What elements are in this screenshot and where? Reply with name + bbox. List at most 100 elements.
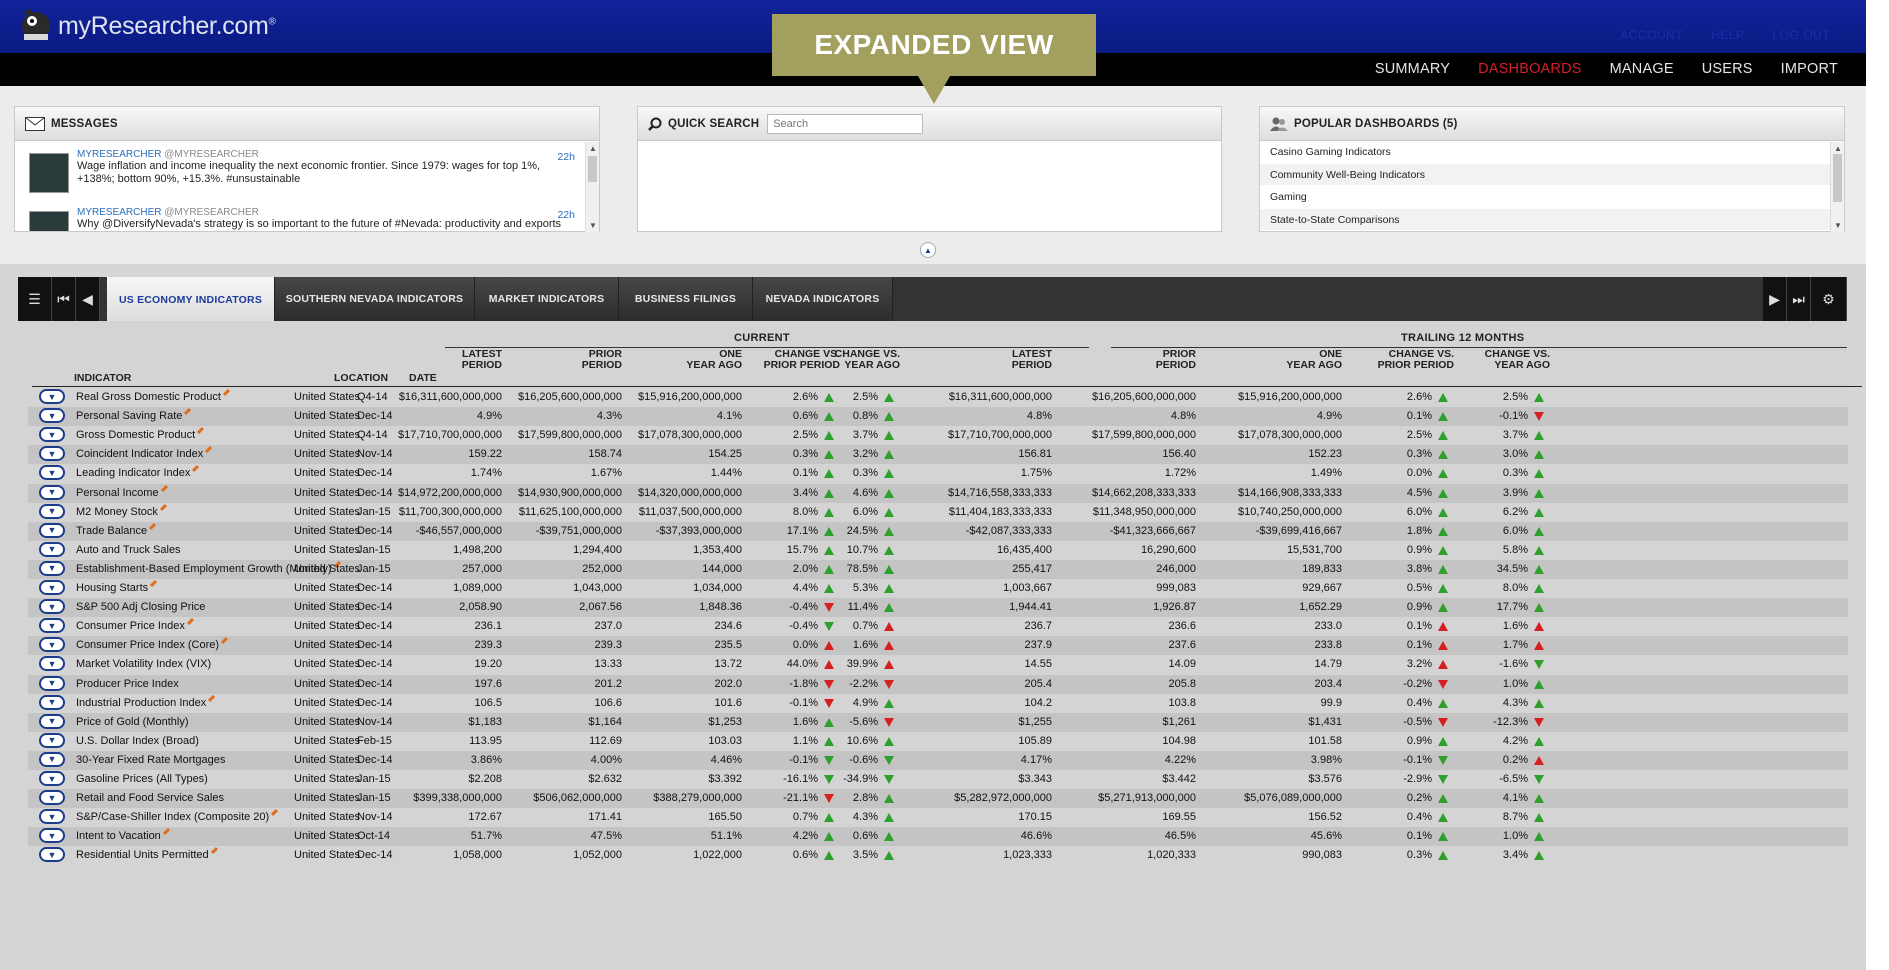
table-row[interactable]: ▼ Gasoline Prices (All Types) United State… xyxy=(28,770,1848,789)
indicator-name[interactable]: Price of Gold (Monthly) xyxy=(76,715,189,728)
row-dropdown-icon[interactable]: ▼ xyxy=(39,751,65,767)
table-row[interactable]: ▼ Coincident Indicator Index United States… xyxy=(28,445,1848,465)
scroll-up-icon[interactable]: ▲ xyxy=(1834,144,1842,153)
row-dropdown-icon[interactable]: ▼ xyxy=(39,694,65,710)
table-row[interactable]: ▼ Producer Price Index United States Dec-14… xyxy=(28,674,1848,694)
row-dropdown-icon[interactable]: ▼ xyxy=(39,580,65,595)
indicator-name[interactable]: Industrial Production Index xyxy=(76,694,216,709)
popular-scrollbar[interactable]: ▲ ▼ xyxy=(1830,142,1844,232)
indicator-name[interactable]: Housing Starts xyxy=(76,579,158,594)
row-dropdown-icon[interactable]: ▼ xyxy=(39,503,65,519)
table-row[interactable]: ▼ Residential Units Permitted United State… xyxy=(28,846,1848,865)
edit-pencil-icon[interactable] xyxy=(208,694,216,702)
message-author[interactable]: MYRESEARCHER @MYRESEARCHER xyxy=(77,149,259,160)
indicator-name[interactable]: Auto and Truck Sales xyxy=(76,543,181,556)
table-row[interactable]: ▼ Consumer Price Index (Core) United State… xyxy=(28,636,1848,656)
row-dropdown-icon[interactable]: ▼ xyxy=(39,713,65,729)
account-link[interactable]: ACCOUNT xyxy=(1620,28,1684,42)
indicator-name[interactable]: M2 Money Stock xyxy=(76,503,167,518)
indicator-name[interactable]: Intent to Vacation xyxy=(76,828,170,842)
table-row[interactable]: ▼ M2 Money Stock United States Jan-15 $11,70… xyxy=(28,503,1848,522)
row-dropdown-icon[interactable]: ▼ xyxy=(39,522,65,538)
page-scrollbar[interactable] xyxy=(1866,86,1889,970)
edit-pencil-icon[interactable] xyxy=(184,408,192,416)
table-row[interactable]: ▼ Price of Gold (Monthly) United States Nov… xyxy=(28,712,1848,732)
avatar[interactable] xyxy=(29,211,69,231)
row-dropdown-icon[interactable]: ▼ xyxy=(39,771,65,786)
messages-list[interactable]: MYRESEARCHER @MYRESEARCHER 22h Wage inflat… xyxy=(15,141,599,231)
scroll-down-icon[interactable]: ▼ xyxy=(589,221,597,230)
table-row[interactable]: ▼ Market Volatility Index (VIX) United Sta… xyxy=(28,655,1848,674)
table-row[interactable]: ▼ Industrial Production Index United State… xyxy=(28,694,1848,713)
table-row[interactable]: ▼ Trade Balance United States Dec-14 -$46,55… xyxy=(28,521,1848,541)
row-dropdown-icon[interactable]: ▼ xyxy=(39,790,65,806)
tab-market[interactable]: MARKET INDICATORS xyxy=(475,277,619,321)
table-row[interactable]: ▼ Auto and Truck Sales United States Jan-15… xyxy=(28,541,1848,560)
messages-scrollbar[interactable]: ▲ ▼ xyxy=(585,142,599,232)
row-dropdown-icon[interactable]: ▼ xyxy=(39,560,65,576)
row-dropdown-icon[interactable]: ▼ xyxy=(39,828,65,844)
search-input[interactable] xyxy=(767,113,924,134)
row-dropdown-icon[interactable]: ▼ xyxy=(39,446,65,462)
edit-pencil-icon[interactable] xyxy=(150,579,158,588)
indicator-name[interactable]: Gross Domestic Product xyxy=(76,427,205,441)
indicator-name[interactable]: Leading Indicator Index xyxy=(76,465,200,479)
edit-pencil-icon[interactable] xyxy=(160,484,168,492)
row-dropdown-icon[interactable]: ▼ xyxy=(39,427,65,443)
nav-dashboards[interactable]: DASHBOARDS xyxy=(1478,61,1582,77)
table-row[interactable]: ▼ Leading Indicator Index United States Dec… xyxy=(28,464,1848,483)
indicator-name[interactable]: Residential Units Permitted xyxy=(76,847,218,861)
indicator-name[interactable]: Establishment-Based Employment Growth (M… xyxy=(76,560,341,575)
tab-nevada[interactable]: NEVADA INDICATORS xyxy=(753,277,893,321)
tab-business-filings[interactable]: BUSINESS FILINGS xyxy=(619,277,753,321)
indicator-name[interactable]: Market Volatility Index (VIX) xyxy=(76,658,212,671)
table-row[interactable]: ▼ Real Gross Domestic Product United State… xyxy=(28,388,1848,407)
table-row[interactable]: ▼ Consumer Price Index United States Dec-14… xyxy=(28,617,1848,636)
table-row[interactable]: ▼ Personal Income United States Dec-14 $14,9… xyxy=(28,483,1848,503)
row-dropdown-icon[interactable]: ▼ xyxy=(39,809,65,825)
collapse-arrow-icon[interactable]: ▲ xyxy=(920,242,936,258)
logout-link[interactable]: LOG OUT xyxy=(1772,28,1830,42)
scroll-thumb[interactable] xyxy=(1833,154,1842,202)
list-view-icon[interactable]: ☰ xyxy=(18,277,52,321)
row-dropdown-icon[interactable]: ▼ xyxy=(39,847,65,863)
message-item[interactable]: MYRESEARCHER @MYRESEARCHER 22h Wage inflat… xyxy=(15,141,599,199)
next-page-icon[interactable]: ▶ xyxy=(1763,277,1787,321)
indicator-name[interactable]: U.S. Dollar Index (Broad) xyxy=(76,734,199,747)
popular-item[interactable]: Casino Gaming Indicators xyxy=(1260,141,1844,164)
table-row[interactable]: ▼ S&P 500 Adj Closing Price United States D… xyxy=(28,598,1848,618)
table-row[interactable]: ▼ S&P/Case-Shiller Index (Composite 20) Un… xyxy=(28,808,1848,827)
indicator-name[interactable]: Retail and Food Service Sales xyxy=(76,792,224,805)
nav-users[interactable]: USERS xyxy=(1701,61,1753,77)
help-link[interactable]: HELP xyxy=(1711,28,1745,42)
indicator-name[interactable]: S&P/Case-Shiller Index (Composite 20) xyxy=(76,809,279,823)
edit-pencil-icon[interactable] xyxy=(222,388,230,397)
scroll-down-icon[interactable]: ▼ xyxy=(1834,221,1842,230)
row-dropdown-icon[interactable]: ▼ xyxy=(39,732,65,748)
popular-item[interactable]: Gaming xyxy=(1260,186,1844,209)
edit-pencil-icon[interactable] xyxy=(192,465,200,473)
row-dropdown-icon[interactable]: ▼ xyxy=(39,541,65,557)
table-row[interactable]: ▼ Intent to Vacation United States Oct-14 51… xyxy=(28,827,1848,847)
prev-page-icon[interactable]: ◀ xyxy=(76,277,100,321)
indicator-name[interactable]: Producer Price Index xyxy=(76,677,179,690)
nav-import[interactable]: IMPORT xyxy=(1780,61,1838,77)
nav-summary[interactable]: SUMMARY xyxy=(1374,61,1451,77)
edit-pencil-icon[interactable] xyxy=(205,446,213,454)
indicator-name[interactable]: Real Gross Domestic Product xyxy=(76,388,230,403)
indicator-name[interactable]: Consumer Price Index xyxy=(76,618,194,632)
tab-southern-nevada[interactable]: SOUTHERN NEVADA INDICATORS xyxy=(275,277,475,321)
table-row[interactable]: ▼ Establishment-Based Employment Growth (… xyxy=(28,559,1848,579)
row-dropdown-icon[interactable]: ▼ xyxy=(39,465,65,481)
edit-pencil-icon[interactable] xyxy=(197,427,205,435)
row-dropdown-icon[interactable]: ▼ xyxy=(39,389,65,404)
indicator-name[interactable]: Coincident Indicator Index xyxy=(76,446,213,460)
table-row[interactable]: ▼ Personal Saving Rate United States Dec-14… xyxy=(28,407,1848,427)
tab-us-economy[interactable]: US ECONOMY INDICATORS xyxy=(107,277,275,323)
row-dropdown-icon[interactable]: ▼ xyxy=(39,484,65,500)
popular-item[interactable]: Community Well-Being Indicators xyxy=(1260,163,1844,186)
indicator-name[interactable]: Personal Saving Rate xyxy=(76,408,192,422)
edit-pencil-icon[interactable] xyxy=(162,828,170,836)
edit-pencil-icon[interactable] xyxy=(210,847,218,855)
nav-manage[interactable]: MANAGE xyxy=(1609,61,1674,77)
